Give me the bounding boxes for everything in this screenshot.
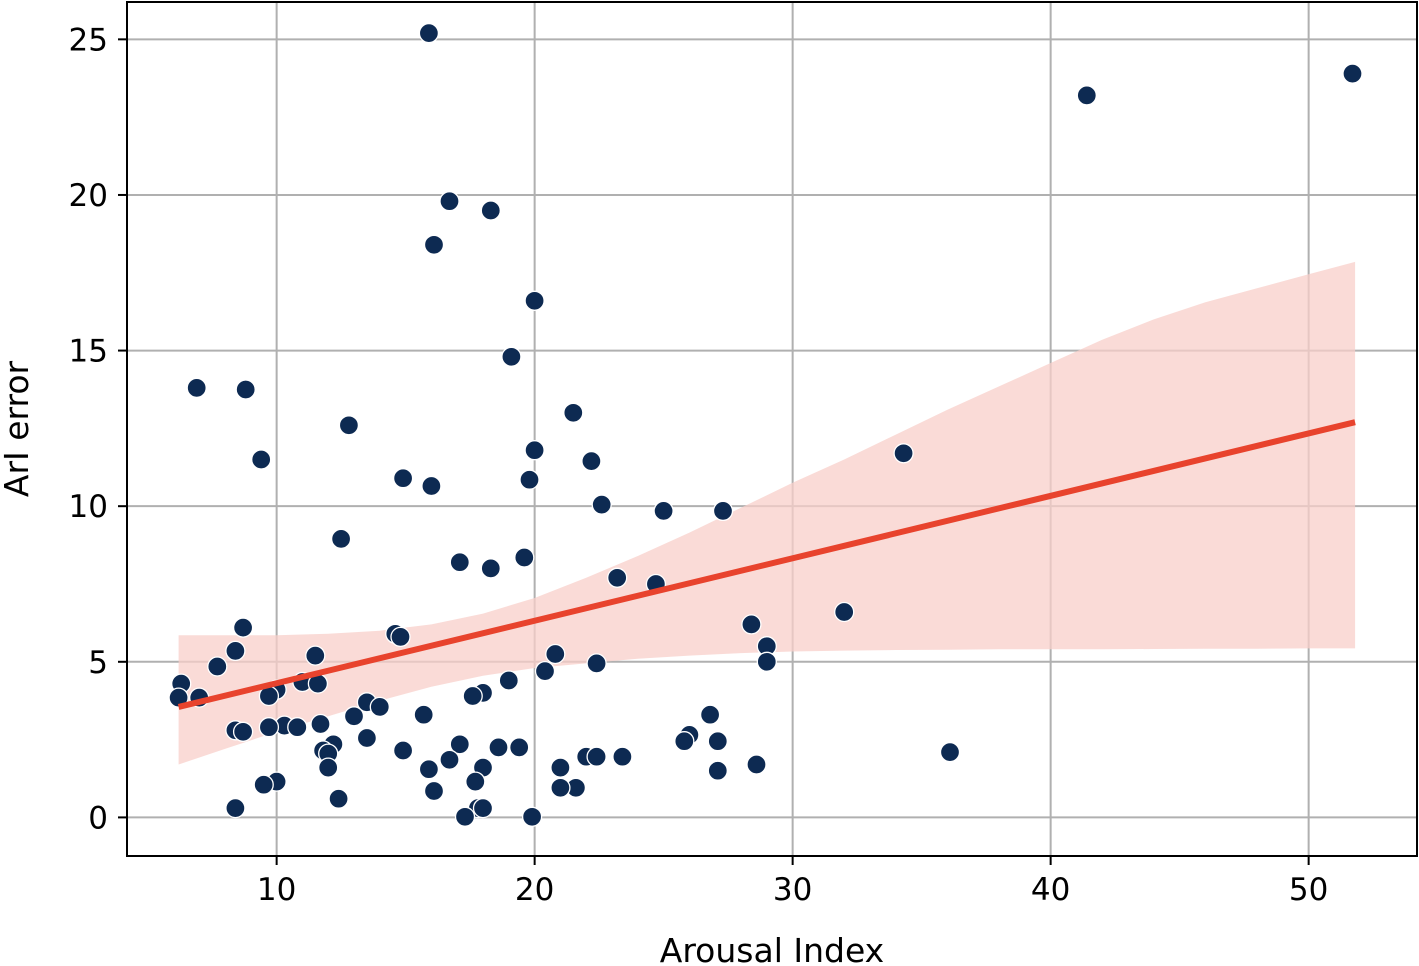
data-point [413,704,434,725]
data-point [454,806,476,827]
data-point [524,290,545,311]
data-point [338,415,360,436]
data-point [328,788,349,809]
data-point [168,687,189,708]
data-point [232,617,254,638]
data-point [251,449,272,470]
data-point [699,704,721,725]
x-tick-label: 20 [515,872,554,908]
data-point [439,191,460,212]
regression-line [177,419,1356,710]
data-point [586,746,607,767]
x-tick-label: 10 [257,872,296,908]
data-point [550,757,571,778]
plot-frame [126,1,1418,857]
data-point [612,746,633,767]
data-point [480,200,501,221]
data-point [514,547,535,568]
data-point [550,777,571,798]
data-point [591,494,612,515]
data-point [207,656,228,677]
data-point [287,717,308,738]
data-point [418,759,440,780]
data-point [369,696,390,718]
data-point [756,651,777,672]
data-point [534,660,556,682]
data-point [834,601,855,623]
data-point [232,721,254,742]
data-point [356,727,378,749]
data-point [674,731,695,752]
data-point [563,402,584,423]
axis-ticks: 10 20 30 40 50 0 5 10 15 20 25 [69,22,1329,908]
data-point [712,500,734,522]
x-tick-label: 40 [1031,872,1070,908]
y-tick-label: 0 [88,800,108,836]
data-point [423,234,445,255]
data-point [392,740,414,761]
data-point [390,626,411,648]
confidence-band [178,261,1356,765]
data-point [1076,85,1097,106]
data-point [653,500,674,522]
data-point [186,377,207,399]
y-tick-label: 25 [69,22,108,58]
data-point [480,558,501,579]
y-tick-label: 20 [69,178,108,214]
data-point [449,734,470,755]
data-point [509,737,530,758]
data-point [498,670,519,691]
data-point [707,760,728,781]
data-point [545,643,566,665]
data-point [449,552,470,573]
y-tick-label: 10 [69,489,108,525]
data-point [225,640,246,662]
data-point [258,717,280,738]
x-axis-label: Arousal Index [660,931,884,966]
data-point [421,475,442,497]
data-point [524,440,545,461]
y-axis-label: ArI error [0,360,36,497]
y-tick-label: 5 [88,645,108,681]
data-point [707,731,728,752]
data-point [423,780,445,802]
data-point [581,450,602,472]
data-point [488,737,509,758]
data-point [521,806,543,827]
data-point [501,346,522,367]
data-point [253,774,274,795]
data-point [472,797,494,819]
data-point [939,741,961,763]
data-point [235,379,256,400]
x-tick-label: 30 [773,872,812,908]
y-tick-label: 15 [69,334,108,370]
data-point [318,757,339,778]
data-point [439,749,460,770]
data-point [893,443,914,464]
data-point [418,22,440,44]
data-point [607,567,628,588]
data-point [330,528,352,550]
data-point [225,797,246,819]
x-tick-label: 50 [1289,872,1328,908]
data-point [586,653,607,674]
data-point [343,706,365,727]
data-point [741,614,762,635]
data-point [462,685,483,707]
data-point [305,645,326,666]
data-point [519,469,540,490]
data-point [746,754,767,775]
data-point [465,771,486,792]
data-point [310,713,331,735]
data-point [1342,63,1363,84]
data-point [392,468,414,489]
